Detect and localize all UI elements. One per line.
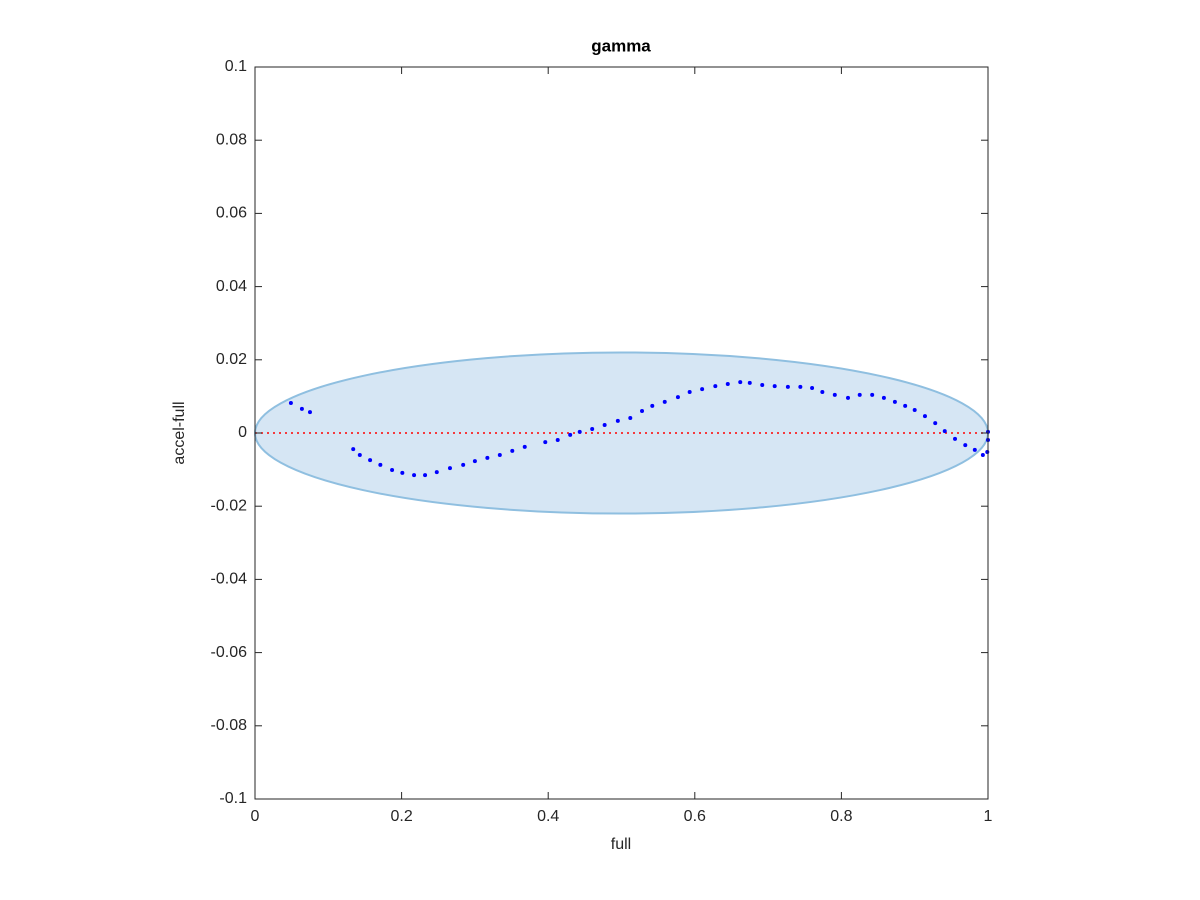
data-point <box>832 392 837 397</box>
data-point <box>820 390 825 395</box>
data-point <box>568 432 573 437</box>
y-axis-label: accel-full <box>171 401 188 464</box>
y-tick-label: -0.02 <box>211 497 248 514</box>
y-tick-label: -0.08 <box>211 717 248 734</box>
data-point <box>747 380 752 385</box>
data-point <box>713 384 718 389</box>
data-point <box>628 415 633 420</box>
y-tick-label: -0.06 <box>211 644 248 661</box>
data-point <box>700 387 705 392</box>
x-tick-label: 0.4 <box>537 808 559 825</box>
data-point <box>390 467 395 472</box>
data-point <box>980 452 985 457</box>
data-point <box>912 407 917 412</box>
data-point <box>662 399 667 404</box>
data-point <box>590 426 595 431</box>
data-point <box>903 403 908 408</box>
data-point <box>972 447 977 452</box>
x-tick-label: 0 <box>251 808 260 825</box>
data-point <box>687 390 692 395</box>
data-point <box>400 470 405 475</box>
data-point <box>423 473 428 478</box>
data-point <box>288 400 293 405</box>
data-point <box>640 409 645 414</box>
data-point <box>857 392 862 397</box>
data-point <box>351 447 356 452</box>
data-point <box>760 383 765 388</box>
data-point <box>810 385 815 390</box>
data-point <box>933 421 938 426</box>
data-point <box>942 429 947 434</box>
data-point <box>543 440 548 445</box>
y-tick-label: 0 <box>238 424 247 441</box>
y-tick-label: 0.02 <box>216 351 247 368</box>
data-point <box>577 429 582 434</box>
data-point <box>357 452 362 457</box>
y-tick-label: -0.04 <box>211 571 248 588</box>
data-point <box>892 399 897 404</box>
data-point <box>434 470 439 475</box>
data-point <box>785 384 790 389</box>
data-point <box>510 448 515 453</box>
data-point <box>602 422 607 427</box>
data-point <box>555 437 560 442</box>
data-point <box>412 473 417 478</box>
data-point <box>650 403 655 408</box>
data-point <box>378 462 383 467</box>
x-tick-label: 0.8 <box>830 808 852 825</box>
y-tick-label: 0.04 <box>216 278 247 295</box>
data-point <box>368 458 373 463</box>
data-point <box>497 452 502 457</box>
data-point <box>725 381 730 386</box>
data-point <box>798 384 803 389</box>
y-tick-label: 0.08 <box>216 131 247 148</box>
data-point <box>845 395 850 400</box>
y-tick-label: -0.1 <box>219 790 247 807</box>
data-point <box>307 410 312 415</box>
data-point <box>985 450 990 455</box>
x-axis-label: full <box>611 836 631 853</box>
data-point <box>615 418 620 423</box>
data-point <box>485 455 490 460</box>
x-tick-label: 0.6 <box>684 808 706 825</box>
data-point <box>772 384 777 389</box>
data-point <box>522 444 527 449</box>
x-tick-label: 0.2 <box>390 808 412 825</box>
y-tick-label: 0.1 <box>225 58 247 75</box>
x-tick-label: 1 <box>984 808 993 825</box>
data-point <box>675 395 680 400</box>
chart-title: gamma <box>591 36 651 55</box>
data-point <box>881 395 886 400</box>
data-point <box>447 466 452 471</box>
y-tick-label: 0.06 <box>216 205 247 222</box>
data-point <box>870 392 875 397</box>
data-point <box>953 436 958 441</box>
data-point <box>738 380 743 385</box>
data-point <box>472 459 477 464</box>
data-point <box>963 443 968 448</box>
data-point <box>299 406 304 411</box>
data-point <box>461 462 466 467</box>
data-point <box>922 414 927 419</box>
